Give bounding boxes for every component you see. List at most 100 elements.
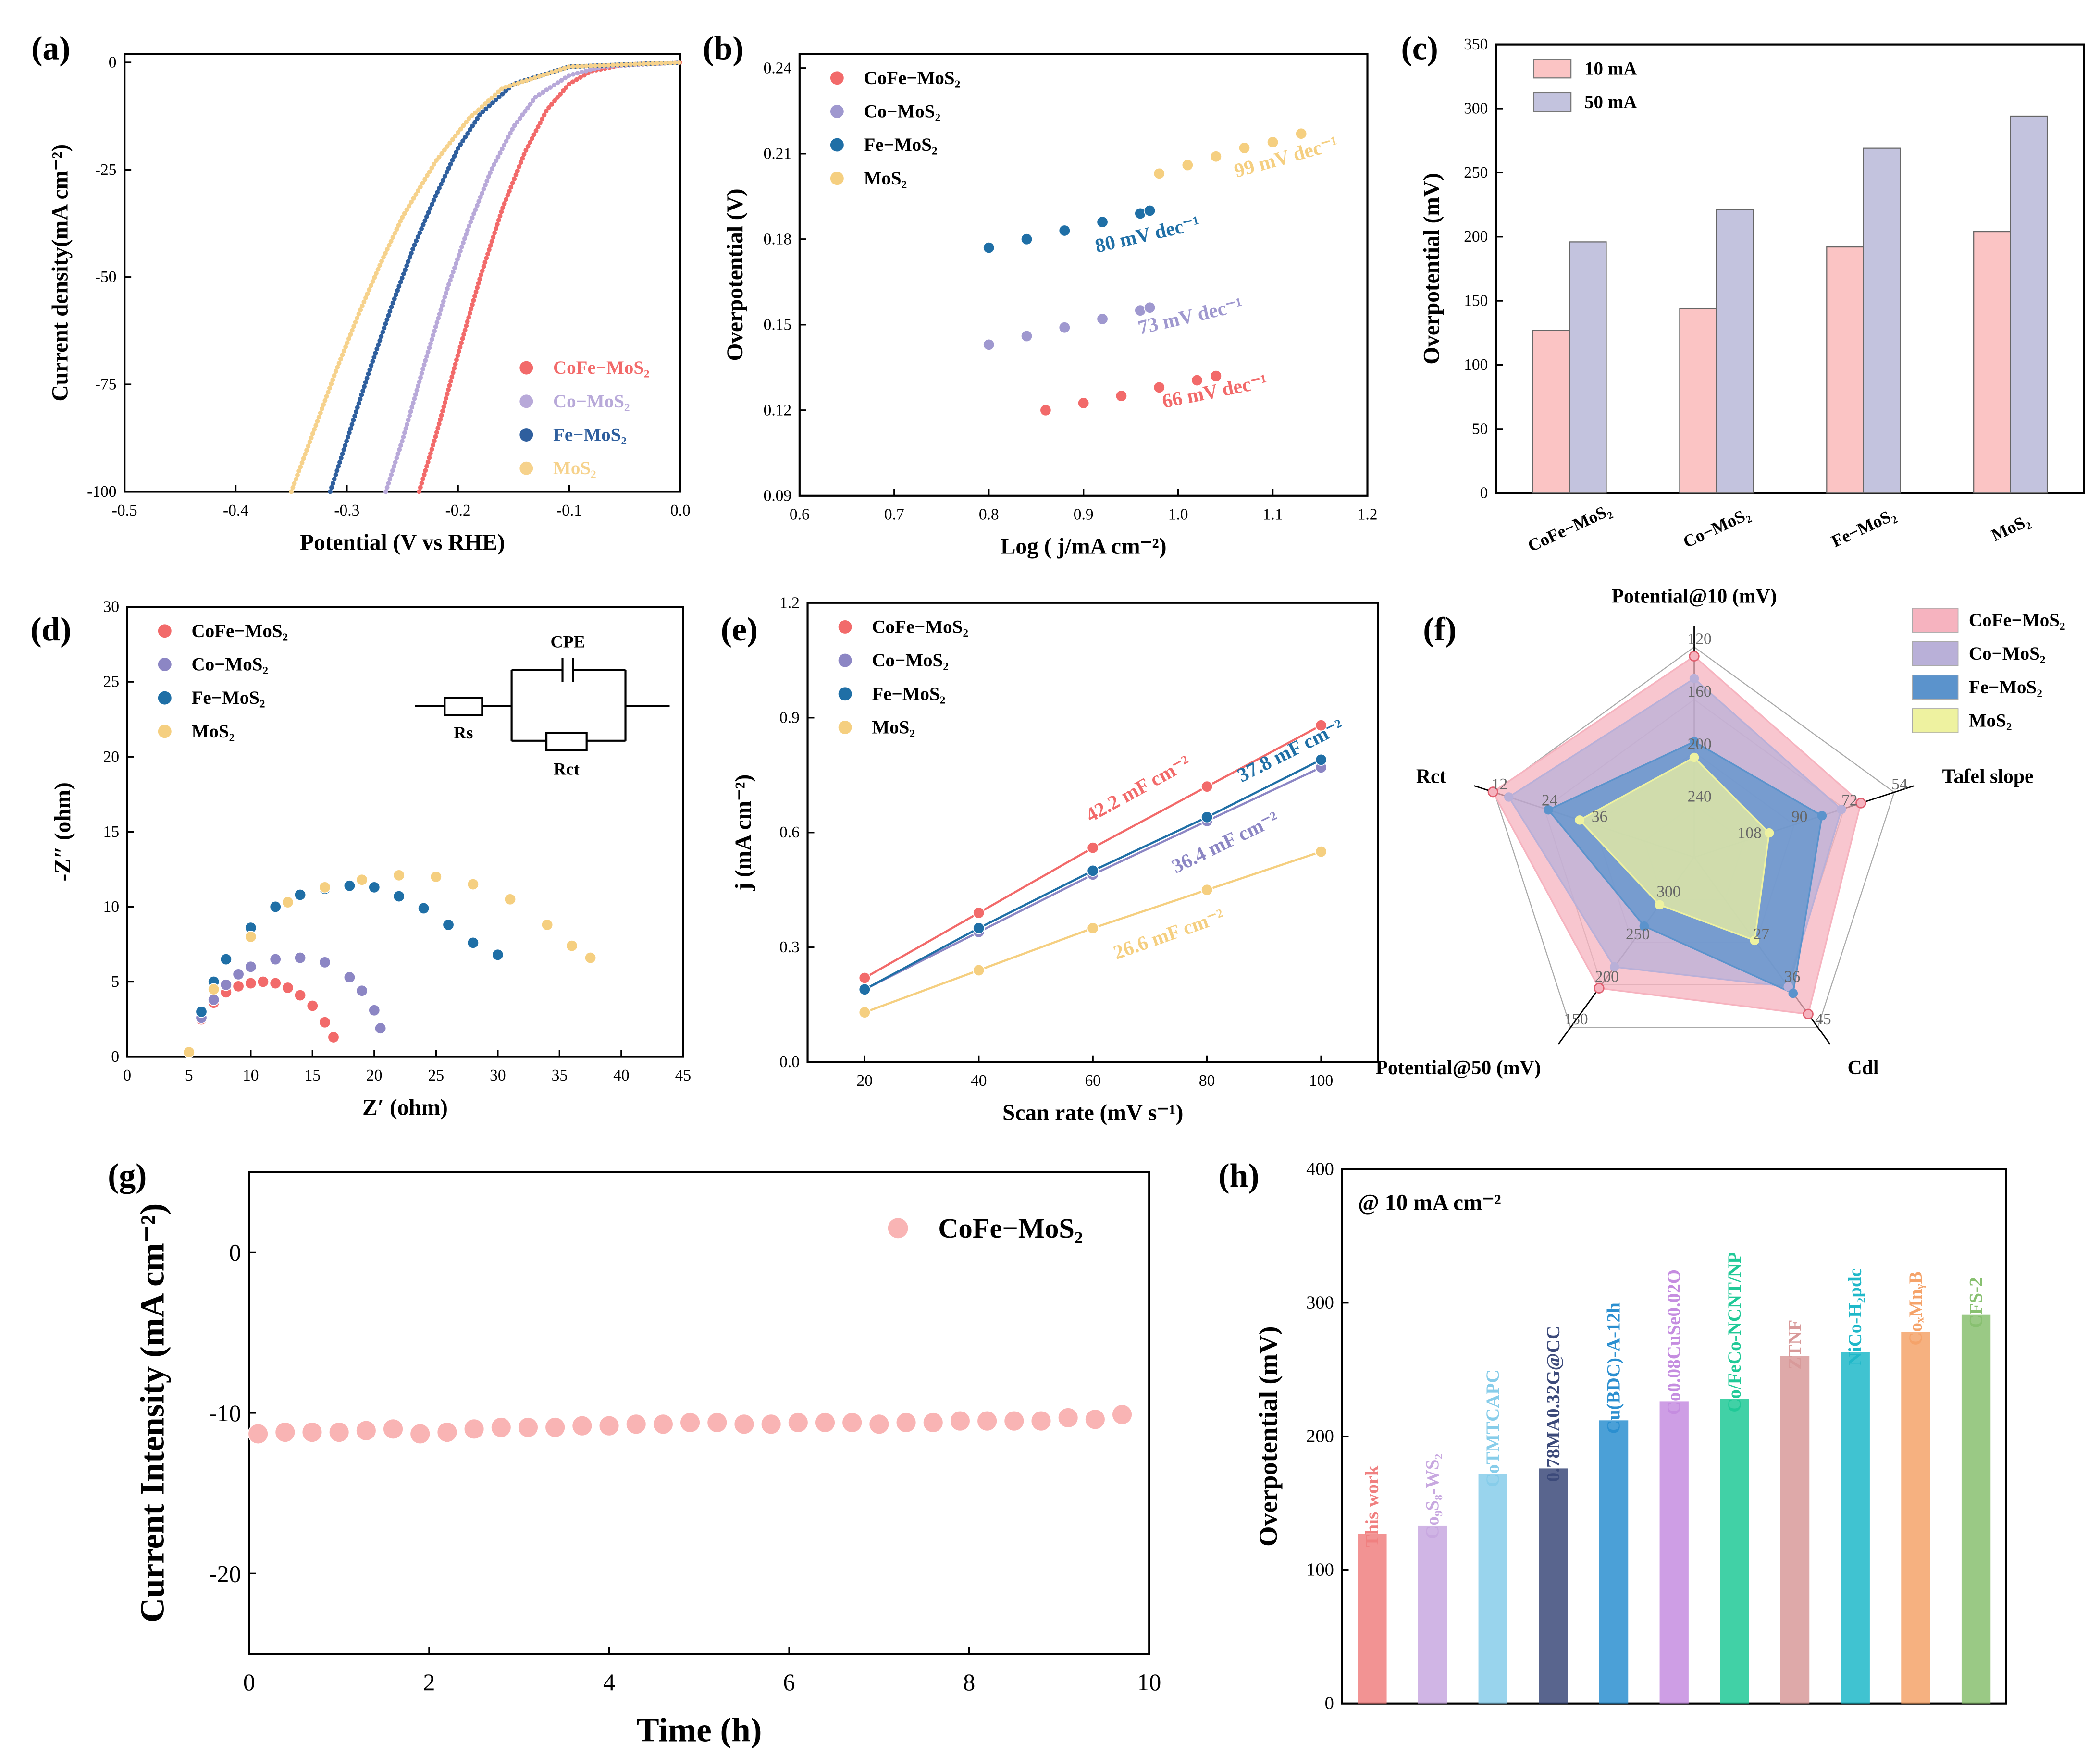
x-tick-label: 40 xyxy=(613,1067,629,1084)
x-tick-label: 1.2 xyxy=(1358,505,1378,523)
y-tick-label: 0.6 xyxy=(779,823,800,841)
legend-marker xyxy=(158,624,172,638)
y-tick-label: 0.21 xyxy=(764,145,792,162)
radar-point xyxy=(1788,988,1798,998)
data-point xyxy=(195,1006,208,1018)
data-point xyxy=(1096,313,1109,325)
data-point xyxy=(220,979,232,991)
data-point xyxy=(492,948,504,961)
data-point xyxy=(733,1413,755,1435)
x-tick-label: 0.7 xyxy=(884,505,904,523)
y-tick-label: 10 xyxy=(103,898,119,916)
circuit-label: CPE xyxy=(550,632,585,651)
y-tick-label: 0 xyxy=(109,53,117,71)
legend-marker xyxy=(838,653,852,667)
data-point xyxy=(245,931,257,943)
radar-axis-label: Cdl xyxy=(1847,1057,1878,1079)
radar-point xyxy=(1855,798,1866,809)
legend-marker xyxy=(158,658,172,671)
x-axis-title: Z′ (ohm) xyxy=(362,1095,448,1120)
x-tick-label: -0.1 xyxy=(556,502,582,519)
legend-marker xyxy=(158,725,172,738)
y-tick-label: 0.9 xyxy=(779,709,800,726)
data-point xyxy=(274,1422,296,1443)
data-point xyxy=(232,968,245,981)
data-point xyxy=(374,1022,387,1034)
legend-marker xyxy=(158,691,172,705)
data-point xyxy=(1115,390,1127,402)
bar xyxy=(1539,1468,1568,1704)
x-tick-label: 0 xyxy=(123,1067,131,1084)
data-point xyxy=(328,1422,350,1443)
plot-frame xyxy=(124,53,681,493)
panel-label: (e) xyxy=(721,611,758,648)
legend-label: CoFe−MoS₂ xyxy=(1969,610,2065,631)
data-point xyxy=(319,881,331,894)
data-point xyxy=(1077,397,1090,409)
data-point xyxy=(1210,150,1222,163)
data-point xyxy=(491,1417,512,1438)
legend-label: Co−MoS₂ xyxy=(864,101,941,122)
x-tick-label: 60 xyxy=(1085,1072,1100,1090)
x-tick-label: 4 xyxy=(603,1669,615,1695)
y-tick-label: 15 xyxy=(103,823,119,841)
bar xyxy=(1679,307,1717,494)
y-tick-label: 5 xyxy=(111,973,119,991)
y-tick-label: 350 xyxy=(1464,36,1488,53)
y-tick-label: 300 xyxy=(1464,99,1488,117)
plot-frame xyxy=(1495,43,2085,494)
legend-label: 10 mA xyxy=(1584,58,1637,79)
legend-swatch xyxy=(1532,59,1572,79)
data-point xyxy=(1058,321,1071,334)
data-point xyxy=(393,869,405,882)
bar xyxy=(1659,1401,1689,1704)
data-point xyxy=(976,1410,998,1432)
legend-marker xyxy=(519,394,533,408)
legend-marker xyxy=(838,721,852,734)
data-point xyxy=(442,919,455,931)
x-tick-label: 45 xyxy=(675,1067,691,1084)
radar-tick-label: 24 xyxy=(1542,792,1558,810)
data-point xyxy=(1087,842,1099,854)
bar xyxy=(1418,1525,1447,1704)
data-point xyxy=(343,880,356,892)
data-point xyxy=(1201,780,1213,793)
y-axis-title: j (mA cm⁻²) xyxy=(731,774,756,891)
x-axis-title: Time (h) xyxy=(636,1711,762,1749)
y-tick-label: 0.09 xyxy=(764,487,792,504)
data-point xyxy=(973,907,985,919)
legend-label: Co−MoS₂ xyxy=(872,650,949,671)
data-point xyxy=(436,1422,458,1443)
x-tick-label: 15 xyxy=(305,1067,321,1084)
legend-marker xyxy=(519,461,533,475)
y-tick-label: -20 xyxy=(209,1560,241,1587)
data-point xyxy=(1267,136,1279,148)
data-point xyxy=(1030,1410,1052,1432)
legend-swatch xyxy=(1912,641,1959,666)
data-point xyxy=(566,940,578,952)
radar-tick-label: 72 xyxy=(1841,792,1857,810)
legend-swatch xyxy=(1912,608,1959,633)
legend-label: MoS₂ xyxy=(192,721,235,742)
data-point xyxy=(327,1031,340,1044)
y-tick-label: 30 xyxy=(103,598,119,616)
y-tick-label: 0.3 xyxy=(779,938,800,956)
data-point xyxy=(973,964,985,977)
y-tick-label: 0 xyxy=(1480,484,1488,502)
bar-label: Co₉S₈-WS₂ xyxy=(1422,1454,1443,1539)
panel-label: (h) xyxy=(1218,1157,1259,1194)
circuit-label: Rct xyxy=(554,759,580,778)
y-tick-label: 400 xyxy=(1306,1159,1334,1179)
data-point xyxy=(1315,719,1327,732)
legend-label: Fe−MoS₂ xyxy=(864,135,938,155)
bar-label: 0.78MA0.32G@CC xyxy=(1543,1326,1564,1482)
data-point xyxy=(598,1415,620,1437)
x-tick-label: 2 xyxy=(423,1669,435,1695)
y-tick-label: 0 xyxy=(111,1048,119,1066)
legend-label: MoS₂ xyxy=(864,168,907,189)
radar-tick-label: 36 xyxy=(1784,968,1800,986)
bar xyxy=(1358,1534,1387,1704)
y-tick-label: -100 xyxy=(87,483,116,501)
data-point xyxy=(1210,370,1222,382)
radar-point xyxy=(1689,737,1699,747)
